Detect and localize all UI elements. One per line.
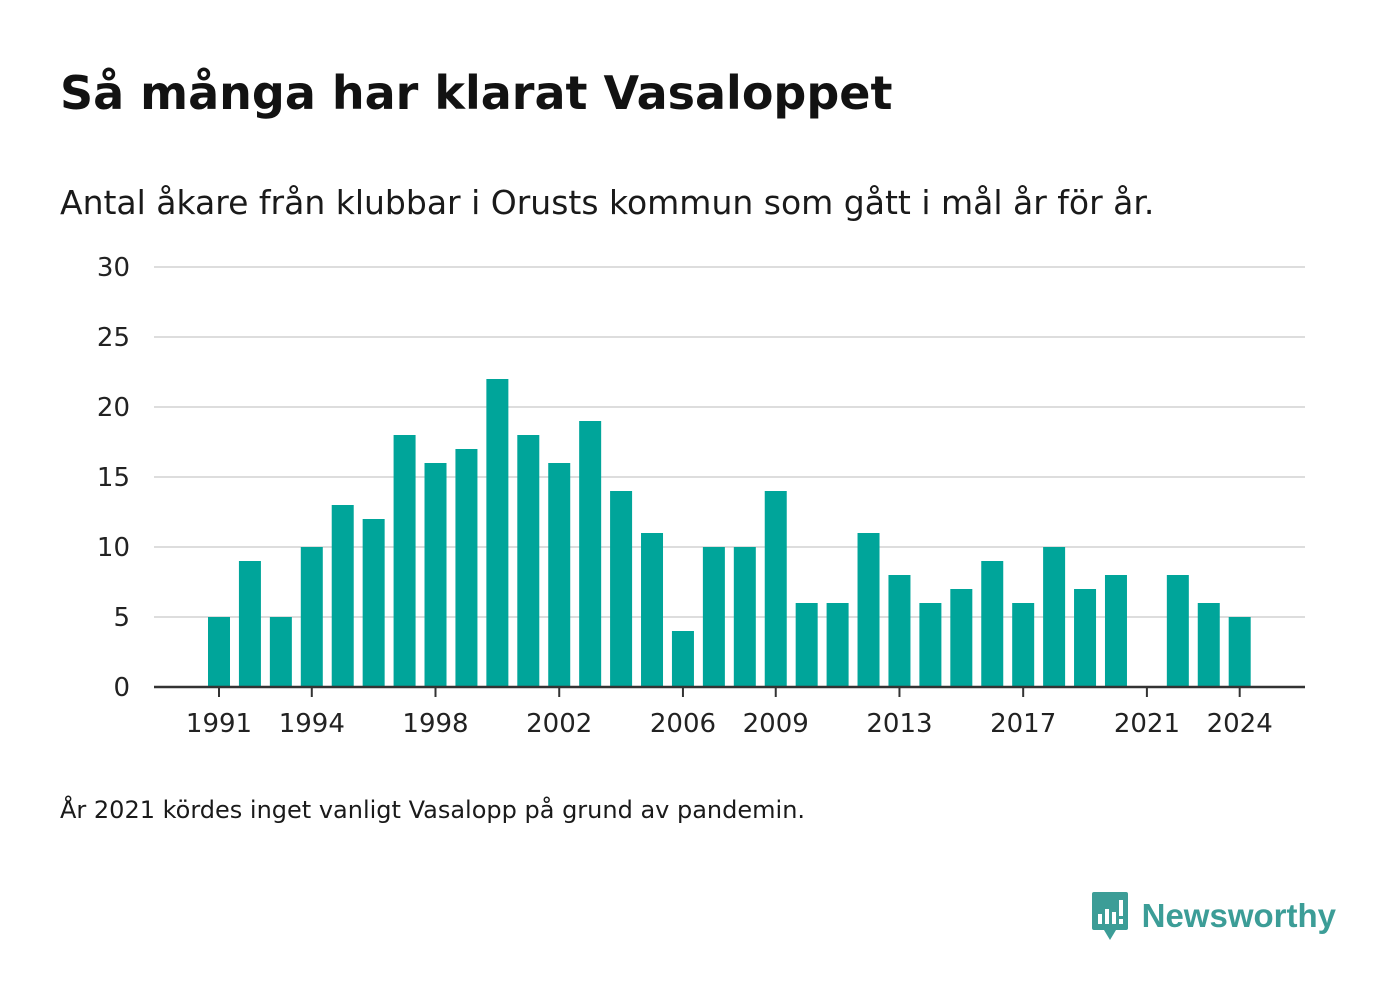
x-tick-label-1994: 1994 — [279, 709, 345, 739]
x-tick-label-2006: 2006 — [650, 709, 716, 739]
bar-2010 — [795, 603, 818, 687]
brand-name: Newsworthy — [1141, 897, 1336, 934]
x-tick-label-2002: 2002 — [526, 709, 592, 739]
chart-subtitle: Antal åkare från klubbar i Orusts kommun… — [60, 183, 1155, 222]
bars — [208, 379, 1251, 687]
chart-title: Så många har klarat Vasaloppet — [60, 66, 893, 120]
bar-2016 — [981, 561, 1004, 687]
bar-2013 — [888, 575, 911, 687]
bar-1992 — [238, 561, 261, 687]
x-tick-label-2017: 2017 — [990, 709, 1056, 739]
y-tick-label-5: 5 — [113, 603, 130, 633]
x-tick-label-2013: 2013 — [866, 709, 932, 739]
bar-2004 — [610, 491, 633, 687]
bar-2006 — [671, 631, 694, 687]
y-tick-labels: 0 5 10 15 20 25 30 — [97, 253, 130, 703]
y-tick-label-20: 20 — [97, 393, 130, 423]
y-tick-label-10: 10 — [97, 533, 130, 563]
y-tick-label-25: 25 — [97, 323, 130, 353]
bar-2007 — [702, 547, 725, 687]
brand-logo: Newsworthy — [1090, 890, 1336, 942]
bar-1997 — [393, 435, 416, 687]
bar-1993 — [269, 617, 292, 687]
x-tick-label-2024: 2024 — [1207, 709, 1273, 739]
bar-2015 — [950, 589, 973, 687]
bar-2022 — [1166, 575, 1189, 687]
bar-2019 — [1074, 589, 1097, 687]
x-tick-label-2021: 2021 — [1114, 709, 1180, 739]
bar-1995 — [331, 505, 354, 687]
bar-1996 — [362, 519, 385, 687]
bar-2002 — [548, 463, 571, 687]
x-axis — [154, 685, 1305, 697]
bar-2005 — [641, 533, 664, 687]
bar-2014 — [919, 603, 942, 687]
grid-lines — [154, 266, 1305, 618]
y-tick-label-0: 0 — [113, 673, 130, 703]
footnote: År 2021 kördes inget vanligt Vasalopp på… — [60, 796, 806, 824]
y-tick-label-15: 15 — [97, 463, 130, 493]
bar-2017 — [1012, 603, 1035, 687]
x-tick-label-1998: 1998 — [402, 709, 468, 739]
x-tick-label-2009: 2009 — [743, 709, 809, 739]
bar-2011 — [826, 603, 849, 687]
bar-2003 — [579, 421, 602, 687]
bar-2023 — [1197, 603, 1220, 687]
y-tick-label-30: 30 — [97, 253, 130, 283]
bar-1994 — [300, 547, 323, 687]
bar-1999 — [455, 449, 478, 687]
bar-2001 — [517, 435, 540, 687]
bar-2020 — [1104, 575, 1127, 687]
x-tick-label-1991: 1991 — [186, 709, 252, 739]
x-tick-labels: 1991 1994 1998 2002 2006 2009 2013 2017 2021 2024 — [186, 709, 1273, 739]
bar-1998 — [424, 463, 447, 687]
bar-2018 — [1043, 547, 1066, 687]
newsworthy-logo-icon — [1091, 892, 1128, 940]
bar-1991 — [208, 617, 230, 687]
bar-2024 — [1228, 617, 1251, 687]
bar-2009 — [764, 491, 787, 687]
bar-2008 — [733, 547, 756, 687]
bar-2012 — [857, 533, 880, 687]
bar-chart: 0 5 10 15 20 25 30 1991 1994 1998 2002 2006 2009 201… — [97, 253, 1305, 739]
bar-2000 — [486, 379, 509, 687]
